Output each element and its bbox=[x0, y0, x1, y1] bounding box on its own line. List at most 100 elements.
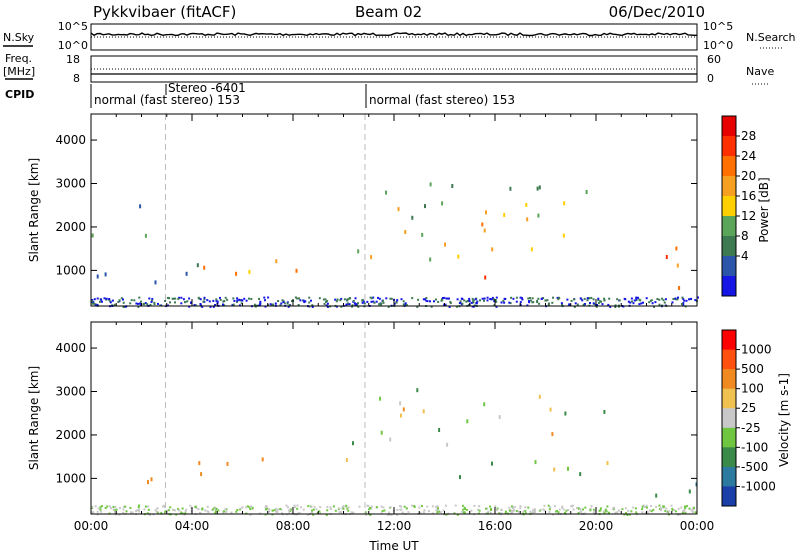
data-cell bbox=[463, 511, 466, 514]
data-cell bbox=[300, 506, 302, 509]
y-tick-label: 1000 bbox=[55, 263, 86, 277]
data-cell bbox=[534, 511, 536, 513]
data-cell bbox=[91, 302, 94, 305]
data-cell bbox=[251, 506, 254, 509]
data-cell bbox=[290, 508, 293, 511]
data-cell bbox=[429, 257, 432, 262]
data-cell bbox=[585, 190, 588, 194]
data-cell bbox=[650, 510, 653, 513]
data-cell bbox=[528, 301, 531, 304]
data-cell bbox=[268, 508, 271, 511]
data-cell bbox=[91, 299, 94, 301]
data-cell bbox=[422, 298, 425, 301]
data-cell bbox=[291, 300, 293, 303]
data-cell bbox=[664, 298, 667, 301]
data-cell bbox=[459, 475, 461, 480]
data-cell bbox=[465, 508, 468, 511]
data-cell bbox=[239, 507, 242, 510]
data-cell bbox=[491, 461, 493, 466]
data-cell bbox=[298, 512, 301, 515]
data-cell bbox=[504, 511, 507, 514]
data-cell bbox=[579, 508, 582, 511]
data-cell bbox=[357, 302, 359, 305]
colorbar-tick-label: 24 bbox=[741, 149, 756, 163]
nsearch-tick-high: 10^5 bbox=[703, 20, 733, 33]
data-cell bbox=[468, 300, 471, 303]
data-cell bbox=[531, 301, 534, 304]
data-cell bbox=[380, 302, 383, 305]
data-cell bbox=[369, 513, 372, 516]
colorbar-tick-label: 1000 bbox=[741, 343, 772, 357]
data-cell bbox=[515, 300, 518, 303]
data-cell bbox=[96, 303, 99, 306]
data-cell bbox=[351, 304, 354, 307]
y-tick-label: 4000 bbox=[55, 133, 86, 147]
data-cell bbox=[325, 300, 327, 303]
data-cell bbox=[353, 302, 356, 305]
data-cell bbox=[238, 304, 241, 307]
data-cell bbox=[268, 510, 271, 513]
data-cell bbox=[503, 297, 506, 300]
data-cell bbox=[697, 296, 699, 299]
data-cell bbox=[120, 297, 123, 300]
data-cell bbox=[198, 461, 201, 466]
data-cell bbox=[118, 299, 121, 302]
data-cell bbox=[215, 298, 218, 301]
data-cell bbox=[442, 509, 445, 512]
data-cell bbox=[477, 508, 480, 511]
velocity-ylabel: Slant Range [km] bbox=[27, 366, 41, 470]
data-cell bbox=[389, 506, 392, 509]
data-cell bbox=[513, 505, 516, 508]
data-cell bbox=[691, 511, 694, 513]
data-cell bbox=[508, 301, 511, 304]
data-cell bbox=[538, 185, 541, 190]
data-cell bbox=[645, 504, 648, 507]
data-cell bbox=[685, 505, 688, 508]
data-cell bbox=[425, 297, 428, 299]
data-cell bbox=[599, 507, 602, 510]
data-cell bbox=[573, 298, 576, 301]
data-cell bbox=[519, 505, 522, 508]
data-cell bbox=[539, 508, 542, 511]
data-cell bbox=[377, 296, 379, 299]
data-cell bbox=[147, 508, 150, 511]
data-cell bbox=[567, 466, 569, 471]
data-cell bbox=[299, 299, 302, 302]
scatter-region bbox=[385, 182, 588, 238]
data-cell bbox=[510, 505, 513, 508]
data-cell bbox=[118, 513, 121, 516]
data-cell bbox=[658, 504, 661, 507]
data-cell bbox=[528, 300, 530, 303]
data-cell bbox=[157, 302, 159, 305]
data-cell bbox=[549, 506, 552, 509]
data-cell bbox=[91, 511, 94, 514]
nave-tick-high: 60 bbox=[707, 53, 721, 66]
data-cell bbox=[662, 299, 665, 302]
data-cell bbox=[308, 296, 311, 299]
data-cell bbox=[425, 299, 428, 302]
data-cell bbox=[352, 441, 354, 446]
data-cell bbox=[114, 509, 117, 512]
data-cell bbox=[298, 297, 301, 300]
data-cell bbox=[342, 507, 345, 510]
data-cell bbox=[332, 505, 335, 508]
data-cell bbox=[144, 505, 147, 508]
nave-label: Nave bbox=[746, 65, 774, 78]
data-cell bbox=[275, 510, 277, 513]
velocity-colorbar-label: Velocity [m s-1] bbox=[777, 373, 791, 467]
data-cell bbox=[91, 507, 93, 509]
data-cell bbox=[635, 298, 638, 301]
data-cell bbox=[441, 297, 444, 299]
data-cell bbox=[542, 297, 545, 299]
data-cell bbox=[334, 298, 337, 301]
data-cell bbox=[208, 300, 211, 303]
data-cell bbox=[682, 510, 684, 513]
data-cell bbox=[565, 509, 568, 512]
data-cell bbox=[459, 300, 462, 303]
data-cell bbox=[185, 508, 188, 511]
data-cell bbox=[311, 306, 314, 308]
data-cell bbox=[509, 186, 512, 191]
colorbar-tick-label: 28 bbox=[741, 129, 756, 143]
data-cell bbox=[624, 507, 627, 510]
data-cell bbox=[156, 511, 159, 514]
